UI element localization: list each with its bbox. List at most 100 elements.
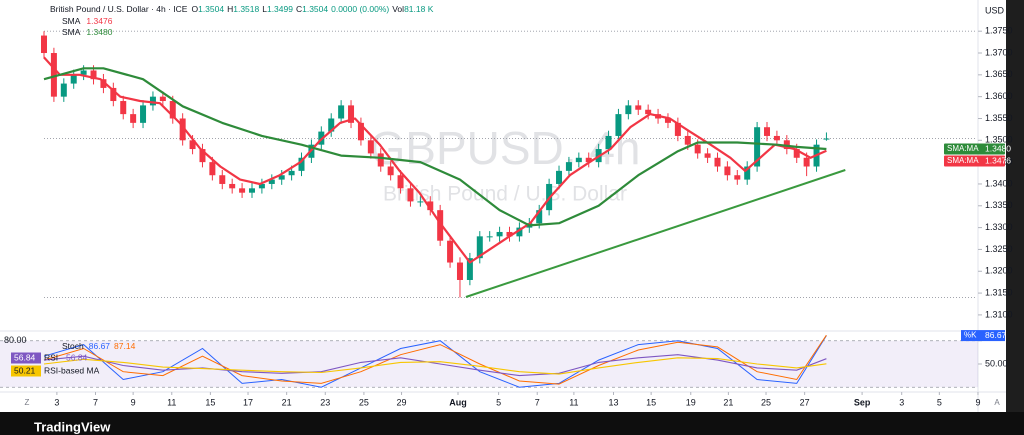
candle-body xyxy=(506,231,513,237)
sma-line xyxy=(43,56,827,264)
candle-body xyxy=(268,179,275,184)
osc-tag xyxy=(11,365,41,377)
stoch-name: Stoch xyxy=(62,341,84,351)
candle-body xyxy=(645,109,652,115)
footer-bar xyxy=(0,412,1024,435)
price-tag-name: SMA:MA xyxy=(947,156,979,165)
volume-value: 81.18 K xyxy=(404,4,434,14)
candle-body xyxy=(496,231,503,237)
price-tag xyxy=(944,155,1005,167)
y-tick-label: 1.3350 xyxy=(985,200,1013,210)
y-tick-label: 1.3550 xyxy=(985,113,1013,123)
candle-body xyxy=(476,236,483,259)
candle-body xyxy=(734,175,741,180)
candle-body xyxy=(575,157,582,163)
x-tick-label: 21 xyxy=(723,397,733,407)
candle-body xyxy=(516,227,523,237)
candle-body xyxy=(70,74,77,84)
x-tick-label: 3 xyxy=(54,397,59,407)
oscillator-line xyxy=(43,357,827,375)
sma-legend: SMA 1.3480 xyxy=(62,27,113,37)
x-tick-label: 29 xyxy=(397,397,407,407)
candle-body xyxy=(615,114,622,136)
candle-body xyxy=(427,201,434,211)
ohlc-value: 1.3499 xyxy=(267,4,293,14)
x-tick-label: 5 xyxy=(496,397,501,407)
x-tick-label: 19 xyxy=(686,397,696,407)
osc-tag-value: 50.21 xyxy=(14,365,36,375)
rsi-legend-value: 56.84 xyxy=(66,352,88,362)
candle-body xyxy=(100,79,107,88)
stoch-k: 86.67 xyxy=(89,341,111,351)
x-tick-label: 3 xyxy=(899,397,904,407)
price-tag-value: 1.3480 xyxy=(985,143,1011,153)
y-tick-label: 1.3200 xyxy=(985,266,1013,276)
y-tick-label: 1.3250 xyxy=(985,244,1013,254)
x-tick-label: Aug xyxy=(449,397,467,407)
brand: TradingView xyxy=(34,419,111,434)
candle-body xyxy=(209,162,216,176)
price-tag-value: 1.3476 xyxy=(985,155,1011,165)
candle-body xyxy=(803,157,810,167)
stoch-d: 87.14 xyxy=(114,341,136,351)
candle-body xyxy=(397,175,404,189)
ohlc-key: L xyxy=(262,4,267,14)
candle-body xyxy=(754,127,761,167)
osc-right-tag xyxy=(961,330,1005,342)
candle-body xyxy=(823,138,830,140)
candle-body xyxy=(120,101,127,115)
ohlc-value: 1.3504 xyxy=(198,4,224,14)
candle-body xyxy=(357,122,364,141)
candle-body xyxy=(437,210,444,241)
candle-body xyxy=(367,140,374,154)
y-tick-label: 1.3700 xyxy=(985,47,1013,57)
x-tick-label: Sep xyxy=(854,397,871,407)
zoom-control[interactable]: Z xyxy=(25,398,30,407)
osc-y-tick-label: 50.00 xyxy=(985,358,1008,368)
ohlc-key: H xyxy=(227,4,233,14)
candle-body xyxy=(41,35,47,54)
price-tag-name: SMA:MA xyxy=(947,144,979,153)
x-tick-label: 27 xyxy=(800,397,810,407)
currency-label: USD xyxy=(985,5,1005,15)
candle-body xyxy=(565,162,572,171)
candle-body xyxy=(793,149,800,158)
sma-legend-name: SMA xyxy=(62,27,81,37)
side-strip xyxy=(1006,0,1024,435)
candle-body xyxy=(466,258,473,280)
candle-body xyxy=(783,140,790,150)
osc-right-tag-value: 86.67 xyxy=(985,330,1007,340)
candle-body xyxy=(219,175,226,184)
candle-body xyxy=(744,166,751,180)
candle-body xyxy=(694,144,701,154)
sma-legend-value: 1.3476 xyxy=(86,16,112,26)
candle-body xyxy=(80,70,87,75)
candle-body xyxy=(239,188,246,193)
ohlc-value: 1.3518 xyxy=(233,4,259,14)
osc-tag-name: RSI-based MA xyxy=(44,365,100,375)
candle-body xyxy=(724,166,731,176)
candle-body xyxy=(684,135,691,145)
candle-body xyxy=(447,240,454,263)
candle-body xyxy=(110,87,117,102)
sma-legend-value: 1.3480 xyxy=(86,27,112,37)
auto-scale-control[interactable]: A xyxy=(994,398,1000,407)
candle-body xyxy=(585,157,592,163)
candle-body xyxy=(338,105,345,119)
price-tag xyxy=(944,143,1005,155)
candle-body xyxy=(179,118,186,141)
symbol-title: British Pound / U.S. Dollar · 4h · ICE xyxy=(50,4,188,14)
candle-body xyxy=(278,175,285,180)
candle-body xyxy=(417,201,424,203)
candle-body xyxy=(664,118,671,123)
candle-body xyxy=(50,53,57,97)
osc-tag-name: RSI xyxy=(44,352,58,362)
x-tick-label: 11 xyxy=(167,397,176,407)
ohlc-value: 1.3504 xyxy=(302,4,328,14)
watermark-symbol: GBPUSD, 4h xyxy=(370,122,641,174)
candle-body xyxy=(149,96,156,106)
x-tick-label: 9 xyxy=(975,397,980,407)
candle-body xyxy=(605,135,612,150)
oscillator-band xyxy=(0,340,978,388)
candle-body xyxy=(288,170,295,176)
